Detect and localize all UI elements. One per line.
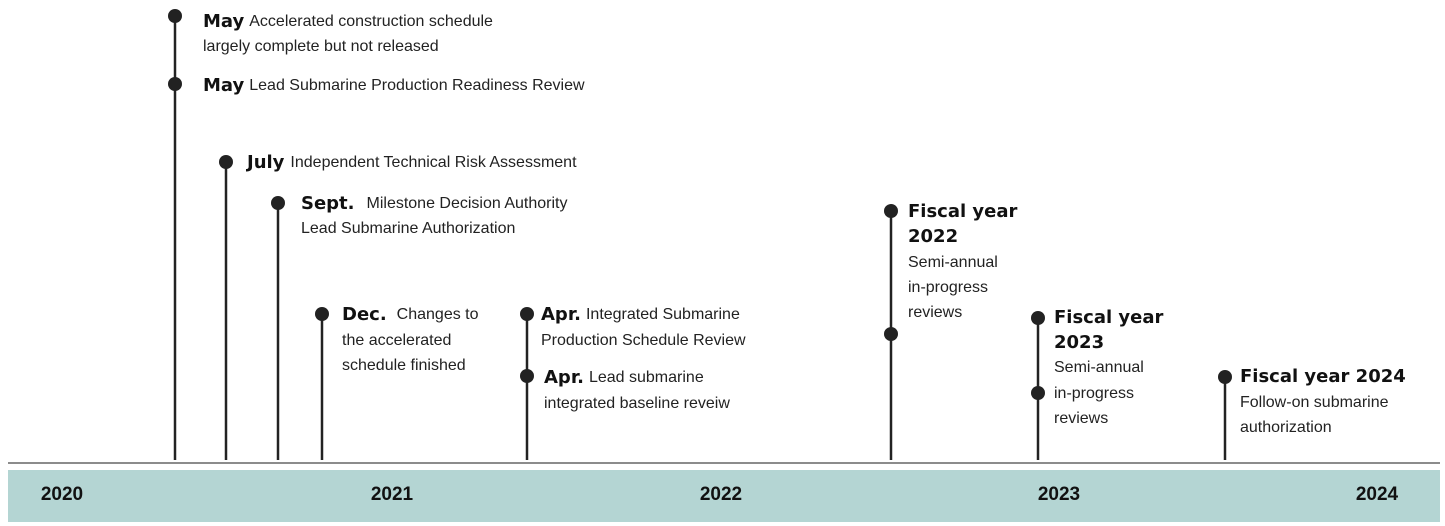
dot — [520, 369, 534, 383]
event-line: Accelerated construction schedule — [249, 13, 493, 30]
dot — [1031, 386, 1045, 400]
event-line: Semi-annual — [908, 254, 998, 271]
year-label: 2022 — [700, 484, 742, 505]
event-text: July Independent Technical Risk Assessmen… — [245, 152, 577, 173]
event-heading: Sept. — [301, 193, 355, 214]
event-line: Follow-on submarine — [1240, 394, 1389, 411]
event-text: Apr. Lead submarine — [544, 367, 704, 388]
event-line: reviews — [908, 304, 962, 321]
dot — [884, 327, 898, 341]
event-heading: Apr. — [541, 304, 581, 325]
year-band — [8, 470, 1440, 522]
year-label: 2021 — [371, 484, 414, 505]
event-text: Sept. Milestone Decision Authority — [301, 193, 567, 214]
event-line: Lead Submarine Production Readiness Revi… — [249, 77, 585, 94]
event-line: Semi-annual — [1054, 359, 1144, 376]
event-heading: 2023 — [1054, 332, 1104, 353]
year-label: 2023 — [1038, 484, 1080, 505]
event-line: in-progress — [1054, 385, 1134, 402]
event-heading: Apr. — [544, 367, 584, 388]
year-label: 2020 — [41, 484, 83, 505]
dot — [315, 307, 329, 321]
event-line: Lead Submarine Authorization — [301, 220, 515, 237]
event-line: reviews — [1054, 410, 1108, 427]
dot — [884, 204, 898, 218]
event-line: largely complete but not released — [203, 38, 439, 55]
year-label: 2024 — [1356, 484, 1399, 505]
event-heading: May — [203, 11, 245, 32]
dot — [219, 155, 233, 169]
event-line: Milestone Decision Authority — [367, 195, 568, 212]
event-heading: Dec. — [342, 304, 387, 325]
event-text: May Accelerated construction schedule — [203, 11, 493, 32]
dot — [520, 307, 534, 321]
event-line: Lead submarine — [589, 369, 704, 386]
event-heading: Fiscal year — [908, 201, 1018, 222]
event-heading: Fiscal year 2024 — [1240, 366, 1406, 387]
event-line: schedule finished — [342, 357, 466, 374]
event-text: Apr. Integrated Submarine — [541, 304, 740, 325]
event-heading: May — [203, 75, 245, 96]
event-heading: July — [245, 152, 285, 173]
event-line: Integrated Submarine — [586, 306, 740, 323]
dot — [168, 77, 182, 91]
event-line: Production Schedule Review — [541, 332, 746, 349]
event-text: May Lead Submarine Production Readiness R… — [203, 75, 585, 96]
event-line: authorization — [1240, 419, 1332, 436]
event-line: in-progress — [908, 279, 988, 296]
dot — [271, 196, 285, 210]
dot — [168, 9, 182, 23]
event-line: the accelerated — [342, 332, 451, 349]
event-line: Independent Technical Risk Assessment — [290, 154, 577, 171]
event-line: integrated baseline reveiw — [544, 395, 730, 412]
dot — [1218, 370, 1232, 384]
event-heading: Fiscal year — [1054, 307, 1164, 328]
event-line: Changes to — [397, 306, 479, 323]
dots — [168, 9, 1232, 400]
event-heading: 2022 — [908, 226, 958, 247]
dot — [1031, 311, 1045, 325]
event-text: Dec. Changes to — [342, 304, 479, 325]
